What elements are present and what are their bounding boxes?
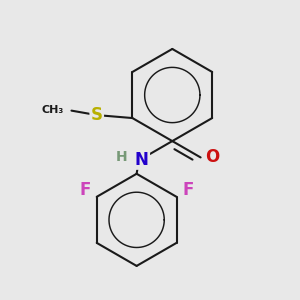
- Text: CH₃: CH₃: [42, 105, 64, 115]
- Text: S: S: [91, 106, 103, 124]
- Text: F: F: [182, 181, 194, 199]
- Text: O: O: [206, 148, 220, 166]
- Text: H: H: [116, 150, 127, 164]
- Text: F: F: [80, 181, 91, 199]
- Text: N: N: [135, 151, 149, 169]
